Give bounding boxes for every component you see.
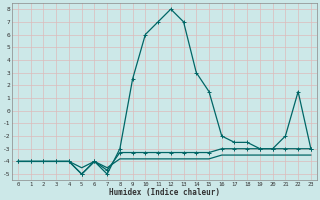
X-axis label: Humidex (Indice chaleur): Humidex (Indice chaleur) — [109, 188, 220, 197]
